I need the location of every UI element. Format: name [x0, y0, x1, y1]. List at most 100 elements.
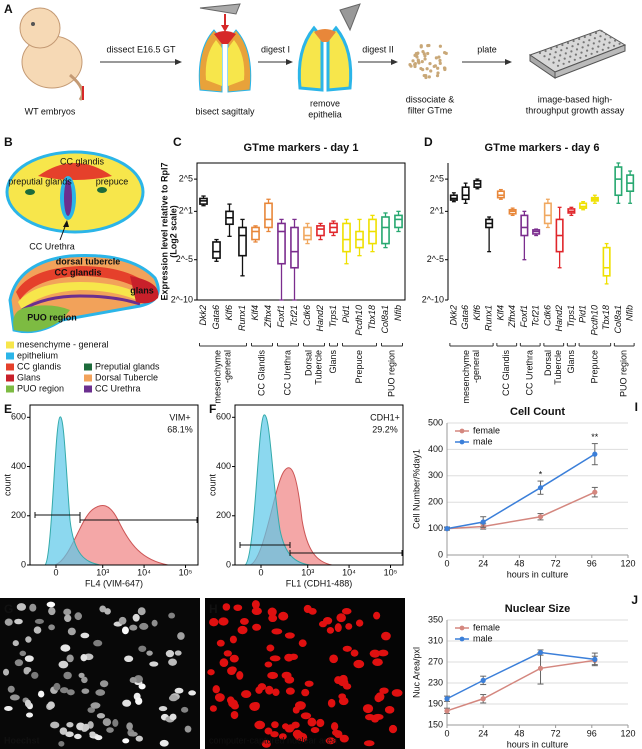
y-tick-label: 200: [428, 497, 443, 507]
group-label: CC Glandis: [256, 350, 266, 397]
group-label: CC Urethra: [525, 350, 535, 396]
nucleus: [14, 659, 24, 667]
arrow-head: [391, 59, 398, 65]
well: [580, 51, 583, 54]
image-caption: Hoechst: [4, 735, 40, 745]
nucleus-mask: [207, 669, 215, 676]
group-label: CC Glandis: [501, 350, 511, 397]
y-tick-label: 190: [428, 698, 443, 708]
box: [449, 194, 458, 201]
plot-frame: [234, 404, 404, 566]
gene-label: Tcf21: [531, 305, 541, 327]
nucleus: [188, 690, 196, 696]
gene-label: Gata6: [211, 305, 221, 330]
gene-label: Trps1: [566, 305, 576, 327]
group-label: Tubercle: [313, 350, 323, 385]
nucleus-mask: [223, 650, 232, 657]
cell: [420, 60, 424, 64]
nucleus-mask: [362, 704, 374, 714]
well: [593, 37, 597, 40]
nucleus: [149, 661, 159, 667]
nucleus-mask: [301, 688, 310, 697]
legend-swatch: [84, 363, 92, 371]
cell: [423, 57, 427, 61]
nucleus: [93, 639, 103, 647]
nucleus: [126, 722, 133, 731]
arrow-head: [286, 59, 293, 65]
box: [342, 222, 351, 253]
significance-marker: **: [591, 432, 599, 442]
well: [601, 48, 604, 51]
cell: [416, 60, 421, 64]
y-tick-label: 350: [428, 614, 443, 624]
well: [589, 33, 592, 37]
nucleus: [137, 607, 146, 616]
well: [544, 49, 547, 53]
x-axis-label: hours in culture: [507, 739, 569, 749]
nucleus-mask: [285, 687, 295, 695]
nucleus: [129, 624, 138, 631]
cell: [414, 51, 418, 56]
nucleus-mask: [330, 722, 339, 731]
nucleus-mask: [334, 676, 343, 685]
well: [614, 39, 617, 42]
nucleus-mask: [373, 611, 381, 620]
gene-label: Nfib: [393, 305, 403, 321]
box: [614, 166, 623, 197]
group-label: Dorsal: [543, 350, 553, 376]
nucleus: [121, 626, 129, 635]
nucleus: [159, 739, 169, 747]
nucleus-mask: [391, 689, 403, 697]
panel-letter: B: [4, 135, 13, 149]
nucleus: [53, 682, 61, 691]
legend-label: CC Urethra: [95, 383, 141, 393]
legend-dot: [459, 625, 465, 631]
nucleus: [4, 705, 13, 712]
nucleus: [118, 616, 127, 625]
nucleus-mask: [222, 603, 231, 611]
point: [537, 485, 544, 491]
cell: [434, 56, 438, 60]
gene-label: Col8a1: [380, 305, 390, 334]
nucleus-mask: [237, 625, 248, 635]
y-tick-label: 2^5: [179, 173, 193, 183]
nucleus-mask: [363, 740, 375, 747]
well: [570, 50, 573, 53]
legend-label: male: [473, 633, 493, 643]
nucleus-mask: [334, 623, 342, 633]
nucleus: [146, 650, 153, 656]
nucleus: [129, 677, 137, 684]
x-tick-label: 10⁵: [384, 567, 398, 577]
step-label: digest II: [362, 44, 394, 54]
box: [461, 186, 470, 201]
nucleus: [174, 687, 184, 694]
nucleus: [81, 688, 90, 694]
cell: [443, 50, 447, 55]
nucleus: [135, 735, 143, 742]
cell: [426, 51, 430, 56]
x-tick-label: 24: [478, 728, 488, 738]
well: [568, 60, 571, 63]
gene-label: Klf4: [250, 305, 260, 321]
group-label: Dorsal: [303, 350, 313, 376]
x-tick-label: 120: [620, 728, 635, 738]
y-tick-label: 2^1: [430, 206, 444, 216]
point: [480, 677, 486, 683]
flow-histograms-f: [239, 414, 403, 566]
cell: [438, 44, 442, 48]
well: [605, 33, 608, 36]
point: [480, 696, 486, 702]
y-tick-label: 400: [428, 444, 443, 454]
step-label: dissect E16.5 GT: [106, 44, 176, 54]
legend-label: female: [473, 425, 500, 435]
nucleus-mask: [266, 644, 275, 652]
nucleus: [60, 644, 71, 652]
group-label: -general: [222, 350, 232, 383]
region-label: CC glandis: [54, 267, 101, 277]
well: [564, 52, 567, 55]
nucleus: [9, 694, 20, 701]
nucleus-mask: [339, 734, 349, 743]
chart-title: Cell Count: [510, 406, 565, 418]
point: [480, 519, 486, 525]
